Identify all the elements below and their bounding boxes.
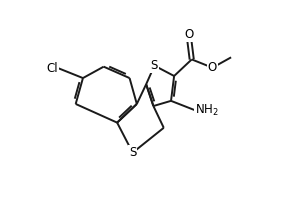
Text: Cl: Cl (47, 62, 58, 75)
Text: S: S (129, 146, 136, 159)
Text: O: O (208, 61, 217, 74)
Text: NH$_2$: NH$_2$ (195, 103, 219, 118)
Text: S: S (151, 59, 158, 72)
Text: O: O (184, 28, 193, 41)
